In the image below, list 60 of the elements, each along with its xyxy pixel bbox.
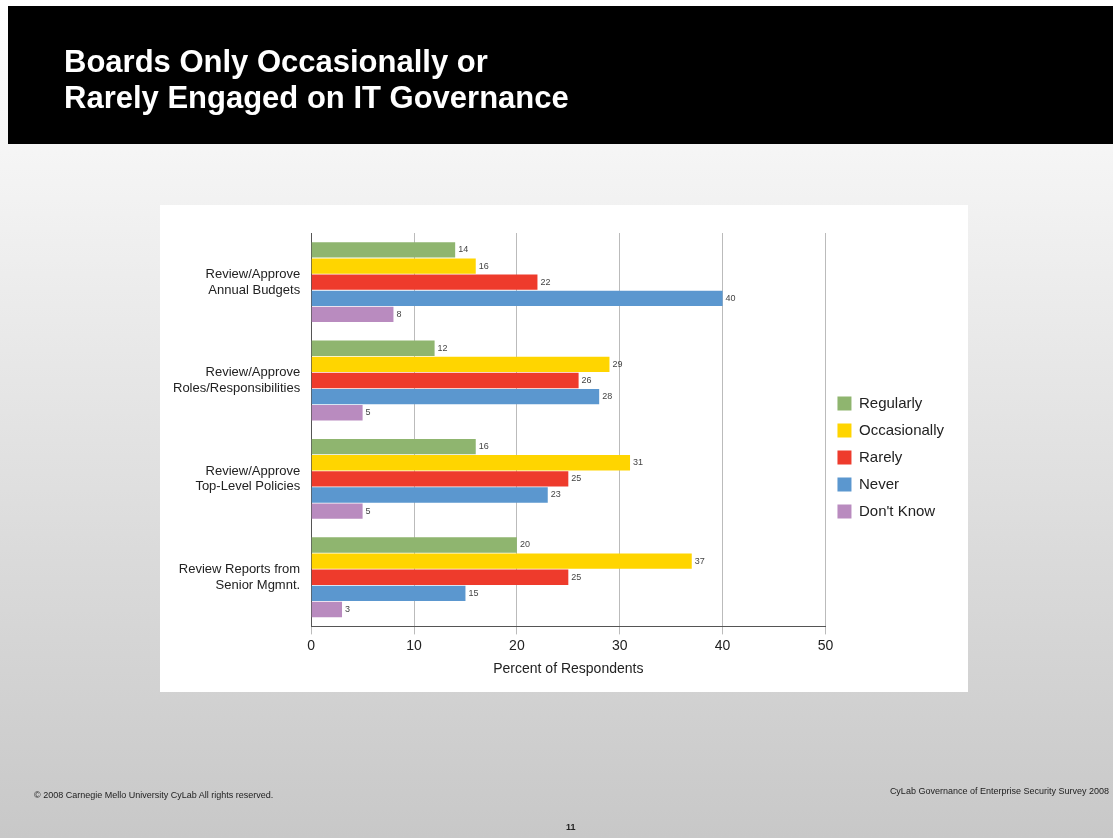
data-label: 22 <box>540 276 551 287</box>
bar <box>311 601 343 618</box>
data-label: 25 <box>571 571 582 582</box>
data-label: 23 <box>550 489 561 500</box>
y-tick-label: Review/Approve Top-Level Policies <box>195 462 301 494</box>
data-label: 14 <box>458 244 469 255</box>
bar <box>311 537 517 553</box>
data-label: 26 <box>581 375 592 386</box>
bar <box>311 438 476 455</box>
bar <box>311 356 610 373</box>
data-label: 28 <box>602 391 613 402</box>
bar <box>311 242 456 258</box>
x-axis-title: Percent of Respondents <box>493 660 644 677</box>
x-tick-label: 20 <box>509 636 525 653</box>
legend-label: Rarely <box>858 447 903 465</box>
data-label: 25 <box>571 473 582 484</box>
bar <box>311 258 476 274</box>
bar <box>311 405 363 421</box>
text: © 2008 Carnegie Mello University CyLab All rights reserved. <box>34 790 274 800</box>
bar <box>311 340 435 356</box>
legend-label: Don't Know <box>858 501 936 519</box>
bar <box>311 306 394 323</box>
data-label: 5 <box>365 407 371 418</box>
data-label: 16 <box>478 441 489 452</box>
x-tick-label: 30 <box>611 636 628 653</box>
x-tick-label: 40 <box>714 636 731 653</box>
data-label: 5 <box>365 505 371 516</box>
bar <box>311 487 548 503</box>
legend-label: Regularly <box>858 393 923 411</box>
legend-label: Occasionally <box>858 420 945 438</box>
data-label: 31 <box>633 457 644 468</box>
data-label: 3 <box>345 603 351 614</box>
data-label: 29 <box>612 358 623 369</box>
x-tick-label: 0 <box>307 636 316 653</box>
x-tick-label: 10 <box>406 636 423 653</box>
data-label: 16 <box>478 260 489 271</box>
bar <box>311 503 363 519</box>
data-label: 37 <box>694 555 705 566</box>
bar <box>311 388 600 405</box>
text: CyLab Governance of Enterprise Security Survey 2008 <box>889 786 1109 796</box>
data-label: 15 <box>468 587 479 598</box>
bar <box>311 585 466 602</box>
y-tick-label: Review Reports from Senior Mgmnt. <box>178 561 301 592</box>
bar <box>311 455 631 471</box>
bar <box>311 553 692 569</box>
bar <box>311 569 569 585</box>
x-tick-label: 50 <box>817 636 834 653</box>
data-label: 20 <box>519 539 530 550</box>
bar <box>311 290 723 306</box>
chart-title: Boards Only Occasionally or Rarely Engaged on IT Governance <box>64 44 569 116</box>
y-tick-label: Review/Approve Roles/Responsibilities <box>173 364 301 395</box>
text: 11 <box>566 822 576 832</box>
data-label: 40 <box>725 292 736 303</box>
legend-label: Never <box>858 474 899 492</box>
bar <box>311 274 538 290</box>
data-label: 8 <box>396 308 402 319</box>
bar <box>311 471 569 487</box>
bar <box>311 372 579 389</box>
y-tick-label: Review/Approve Annual Budgets <box>205 265 301 297</box>
data-label: 12 <box>437 342 448 353</box>
